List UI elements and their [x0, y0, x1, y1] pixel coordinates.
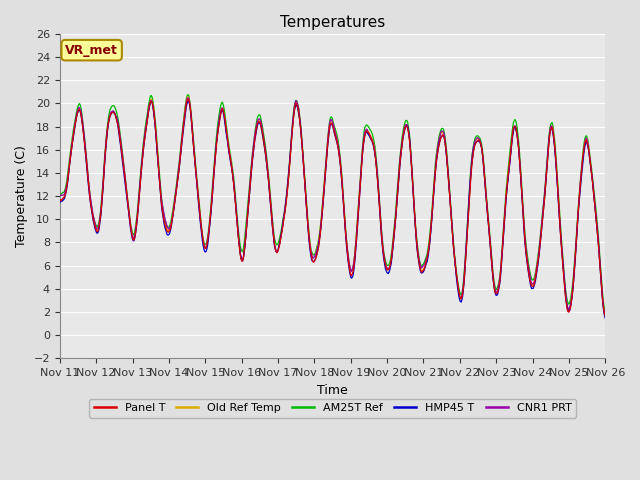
- Legend: Panel T, Old Ref Temp, AM25T Ref, HMP45 T, CNR1 PRT: Panel T, Old Ref Temp, AM25T Ref, HMP45 …: [89, 399, 576, 418]
- Text: VR_met: VR_met: [65, 44, 118, 57]
- Y-axis label: Temperature (C): Temperature (C): [15, 145, 28, 247]
- X-axis label: Time: Time: [317, 384, 348, 396]
- Title: Temperatures: Temperatures: [280, 15, 385, 30]
